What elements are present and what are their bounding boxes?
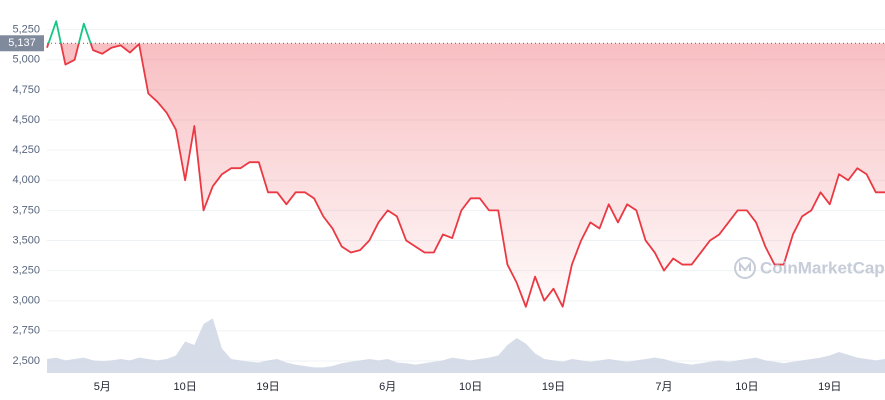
y-tick-label: 3,250 <box>12 265 40 277</box>
y-tick-label: 2,750 <box>12 325 40 337</box>
y-tick-label: 4,000 <box>12 174 40 186</box>
x-tick-label: 19日 <box>542 381 565 393</box>
x-tick-label: 10日 <box>459 381 482 393</box>
y-tick-label: 4,500 <box>12 114 40 126</box>
y-tick-label: 3,750 <box>12 204 40 216</box>
volume-area <box>47 318 885 373</box>
y-tick-label: 4,250 <box>12 144 40 156</box>
watermark: CoinMarketCap <box>760 258 885 277</box>
price-area <box>47 43 885 307</box>
y-tick-label: 3,500 <box>12 234 40 246</box>
price-line <box>46 20 885 308</box>
x-tick-label: 10日 <box>174 381 197 393</box>
y-tick-label: 3,000 <box>12 295 40 307</box>
y-tick-label: 4,750 <box>12 84 40 96</box>
watermark-logo <box>734 257 756 279</box>
x-tick-label: 6月 <box>379 381 396 393</box>
y-tick-label: 2,500 <box>12 355 40 367</box>
x-tick-label: 10日 <box>735 381 758 393</box>
watermark-logo-mark <box>739 261 751 272</box>
y-tick-label: 5,000 <box>12 54 40 66</box>
x-tick-label: 19日 <box>256 381 279 393</box>
reference-label-box <box>0 35 44 52</box>
x-tick-label: 19日 <box>818 381 841 393</box>
x-tick-label: 7月 <box>655 381 672 393</box>
x-tick-label: 5月 <box>94 381 111 393</box>
reference-label: 5,137 <box>8 37 36 49</box>
y-tick-label: 5,250 <box>12 24 40 36</box>
